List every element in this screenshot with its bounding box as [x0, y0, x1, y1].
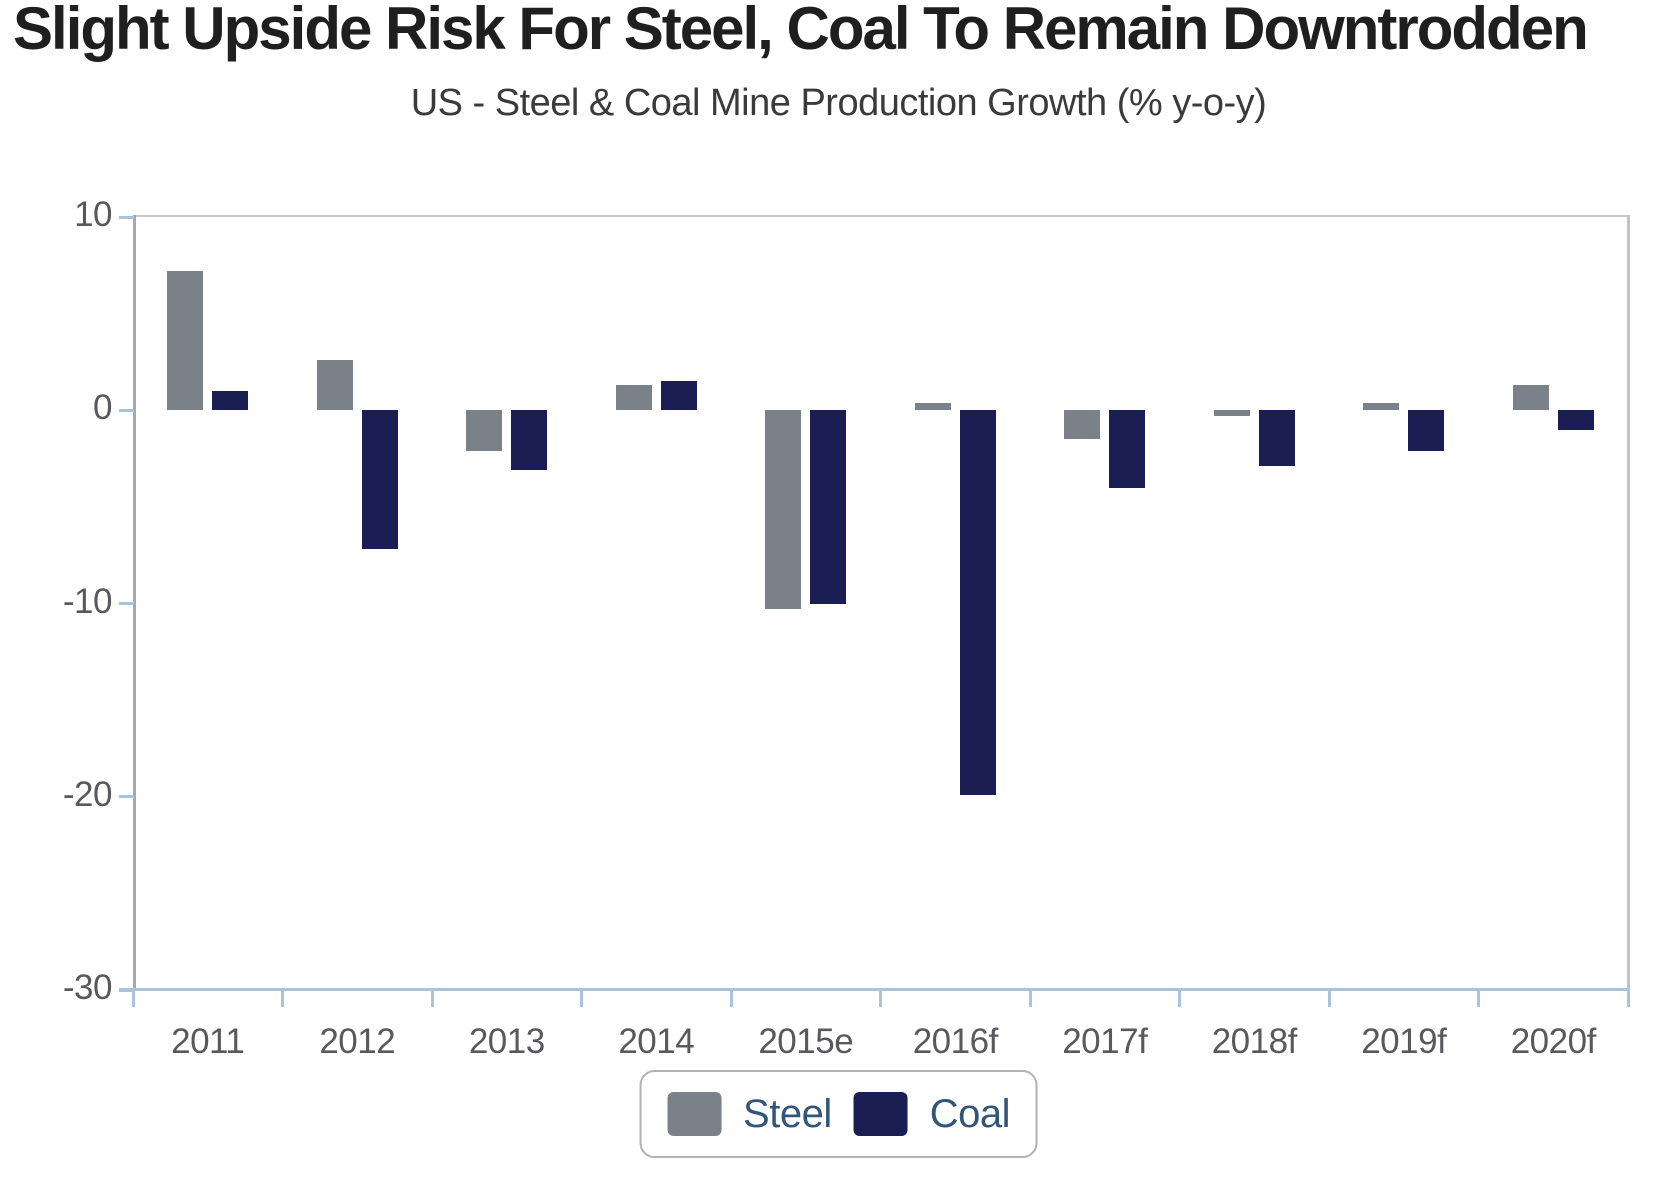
x-tick-3 — [580, 990, 583, 1007]
steel-legend-swatch — [667, 1092, 722, 1136]
x-axis-label-2019f: 2019f — [1361, 1022, 1447, 1061]
x-axis-label-2013: 2013 — [468, 1022, 545, 1061]
bar-steel-2014 — [615, 385, 652, 411]
bar-steel-2015e — [765, 410, 802, 610]
x-axis-label-2015e: 2015e — [758, 1022, 854, 1061]
bar-coal-2011 — [212, 390, 249, 411]
y-tick--20 — [119, 795, 134, 799]
bar-steel-2016f — [914, 402, 951, 411]
plot-top-border — [133, 215, 1630, 217]
x-axis-label-2020f: 2020f — [1510, 1022, 1597, 1061]
x-tick-2 — [430, 990, 434, 1007]
x-tick-1 — [281, 990, 284, 1007]
x-tick-0 — [131, 990, 135, 1007]
x-tick-6 — [1028, 990, 1032, 1007]
x-axis-line — [119, 988, 1630, 991]
coal-legend-swatch — [853, 1092, 908, 1136]
x-tick-10 — [1626, 990, 1630, 1007]
bar-coal-2016f — [959, 410, 996, 795]
x-tick-9 — [1477, 990, 1480, 1007]
y-axis-label--20: -20 — [62, 774, 113, 814]
bar-steel-2012 — [316, 360, 353, 411]
x-tick-5 — [879, 990, 882, 1007]
bar-coal-2019f — [1408, 410, 1445, 451]
bar-steel-2019f — [1363, 402, 1400, 411]
x-tick-4 — [729, 990, 733, 1007]
x-axis-label-2012: 2012 — [319, 1022, 396, 1061]
bar-coal-2013 — [511, 410, 548, 471]
steel-legend-label: Steel — [743, 1091, 832, 1136]
page-title: Slight Upside Risk For Steel, Coal To Re… — [13, 0, 1589, 62]
x-axis-label-2016f: 2016f — [912, 1022, 999, 1061]
bar-steel-2018f — [1213, 410, 1250, 417]
bar-coal-2017f — [1109, 410, 1146, 488]
bar-coal-2020f — [1557, 410, 1594, 430]
coal-legend-label: Coal — [929, 1091, 1011, 1136]
y-axis-label--10: -10 — [62, 581, 113, 621]
x-axis-label-2014: 2014 — [618, 1022, 695, 1061]
bar-coal-2014 — [660, 381, 697, 411]
bar-steel-2013 — [466, 410, 503, 451]
y-axis-label-10: 10 — [74, 195, 112, 234]
chart-legend: Steel Coal — [639, 1070, 1038, 1158]
bar-steel-2017f — [1064, 410, 1101, 440]
x-axis-label-2018f: 2018f — [1211, 1022, 1298, 1061]
bar-coal-2012 — [361, 410, 398, 550]
x-axis-label-2011: 2011 — [171, 1022, 245, 1061]
y-tick--10 — [119, 602, 134, 605]
chart-subtitle: US - Steel & Coal Mine Production Growth… — [410, 82, 1267, 124]
bar-steel-2011 — [167, 271, 204, 411]
y-tick--30 — [119, 988, 134, 992]
y-axis-label-0: 0 — [93, 388, 112, 428]
bar-steel-2020f — [1512, 385, 1549, 411]
y-tick-0 — [119, 408, 134, 412]
bar-coal-2015e — [810, 410, 847, 604]
x-axis-label-2017f: 2017f — [1062, 1022, 1148, 1061]
y-axis-line — [133, 215, 136, 991]
x-tick-8 — [1327, 990, 1331, 1007]
bar-coal-2018f — [1258, 410, 1295, 467]
x-tick-7 — [1178, 990, 1181, 1007]
y-axis-label--30: -30 — [62, 968, 113, 1007]
y-tick-10 — [119, 215, 134, 219]
plot-right-border — [1627, 215, 1630, 991]
